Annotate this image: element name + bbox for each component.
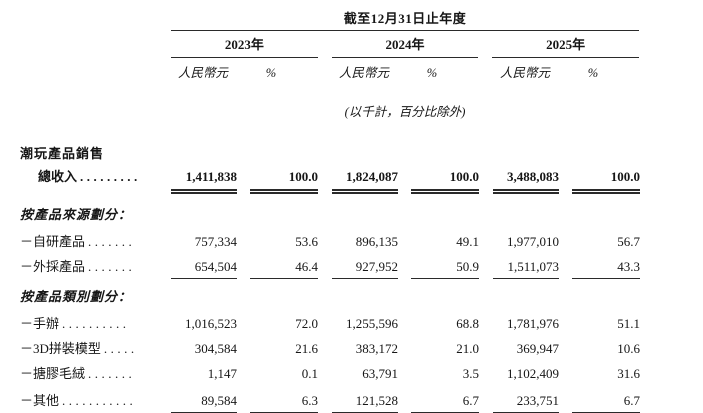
period-header: 截至12月31日止年度 [343, 11, 467, 26]
row-label-text: －其他 [20, 393, 60, 408]
table-row-3d-models: －3D拼裝模型..... 304,584 21.6 383,172 21.0 3… [20, 341, 703, 357]
cell-2023-pct: 21.6 [295, 341, 318, 356]
dot-leader: ..... [103, 341, 138, 356]
dot-leader: ......... [80, 169, 141, 184]
cell-2024-rmb: 1,255,596 [346, 316, 398, 331]
cell-2025-pct: 56.7 [617, 234, 640, 249]
cell-2025-rmb: 1,511,073 [493, 259, 559, 279]
cell-2024-pct: 21.0 [456, 341, 479, 356]
cell-2024-pct: 100.0 [411, 169, 479, 194]
cell-2025-rmb: 1,977,010 [507, 234, 559, 249]
percent-label-2023: % [265, 66, 277, 80]
unit-group-2024: 人民幣元 % [332, 65, 479, 81]
cell-2024-pct: 6.7 [411, 393, 479, 413]
dot-leader: ....... [88, 259, 136, 274]
row-label: －自研產品....... [20, 234, 171, 250]
year-header-2025: 2025年 [492, 31, 640, 58]
row-label-text: －自研產品 [20, 234, 86, 249]
currency-label-2025: 人民幣元 [500, 66, 551, 80]
unit-header-row: 人民幣元 % 人民幣元 % 人民幣元 % [171, 58, 639, 81]
cell-2025-pct: 100.0 [572, 169, 640, 194]
section-label: 按產品類別劃分： [20, 289, 133, 304]
dot-leader: .......... [62, 316, 130, 331]
cell-2023-rmb: 89,584 [171, 393, 237, 413]
table-row-self-developed: －自研產品....... 757,334 53.6 896,135 49.1 1… [20, 234, 703, 250]
cell-2024-pct: 49.1 [456, 234, 479, 249]
cell-2024-rmb: 927,952 [332, 259, 398, 279]
table-row-total-revenue: 總收入......... 1,411,838 100.0 1,824,087 1… [20, 169, 703, 194]
cell-2023-pct: 72.0 [295, 316, 318, 331]
cell-2024-pct: 50.9 [411, 259, 479, 279]
row-label-text: －3D拼裝模型 [20, 341, 101, 356]
cell-2024-rmb: 121,528 [332, 393, 398, 413]
cell-2025-pct: 31.6 [617, 366, 640, 381]
row-label-text: －搪膠毛絨 [20, 366, 86, 381]
cell-2024-rmb: 63,791 [362, 366, 398, 381]
year-header-2024: 2024年 [331, 31, 479, 58]
cell-2023-pct: 100.0 [250, 169, 318, 194]
cell-2023-pct: 46.4 [250, 259, 318, 279]
cell-2024-pct: 3.5 [462, 366, 479, 381]
year-header-2023: 2023年 [171, 31, 318, 58]
percent-label-2025: % [587, 66, 599, 80]
row-label: －外採產品....... [20, 259, 171, 275]
row-label: －搪膠毛絨....... [20, 366, 171, 382]
row-label: －其他........... [20, 393, 171, 409]
row-label-text: －外採產品 [20, 259, 86, 274]
cell-2023-rmb: 757,334 [194, 234, 237, 249]
cell-2025-rmb: 369,947 [516, 341, 559, 356]
cell-2023-rmb: 654,504 [171, 259, 237, 279]
cell-2025-rmb: 233,751 [493, 393, 559, 413]
table-row-externally-sourced: －外採產品....... 654,504 46.4 927,952 50.9 1… [20, 259, 703, 279]
table-row-figures: －手辦.......... 1,016,523 72.0 1,255,596 6… [20, 316, 703, 332]
cell-2023-rmb: 304,584 [194, 341, 237, 356]
row-label: －手辦.......... [20, 316, 171, 332]
cell-2023-rmb: 1,411,838 [171, 169, 237, 194]
dot-leader: ....... [88, 234, 136, 249]
cell-2025-rmb: 1,102,409 [507, 366, 559, 381]
cell-2025-pct: 43.3 [572, 259, 640, 279]
cell-2025-rmb: 3,488,083 [493, 169, 559, 194]
cell-2024-rmb: 896,135 [355, 234, 398, 249]
cell-2025-pct: 51.1 [617, 316, 640, 331]
section-row-by-category: 按產品類別劃分： [20, 289, 703, 305]
row-label-text: －手辦 [20, 316, 60, 331]
cell-2023-rmb: 1,147 [207, 366, 237, 381]
row-label: 總收入......... [20, 169, 171, 185]
year-header-row: 2023年 2024年 2025年 [171, 31, 640, 58]
cell-2023-pct: 53.6 [295, 234, 318, 249]
section-label: 按產品來源劃分： [20, 207, 133, 222]
cell-2025-pct: 6.7 [572, 393, 640, 413]
unit-group-2023: 人民幣元 % [171, 65, 318, 81]
row-label-text: 總收入 [38, 169, 78, 184]
cell-2023-pct: 6.3 [250, 393, 318, 413]
cell-2023-pct: 0.1 [301, 366, 318, 381]
dot-leader: ........... [62, 393, 137, 408]
dot-leader: ....... [88, 366, 136, 381]
section-title: 潮玩產品銷售 [20, 146, 105, 161]
unit-group-2025: 人民幣元 % [493, 65, 640, 81]
table-row-others: －其他........... 89,584 6.3 121,528 6.7 23… [20, 393, 703, 413]
currency-label-2024: 人民幣元 [339, 66, 390, 80]
cell-2025-pct: 10.6 [617, 341, 640, 356]
row-label: －3D拼裝模型..... [20, 341, 171, 357]
cell-2024-rmb: 1,824,087 [332, 169, 398, 194]
cell-2024-pct: 68.8 [456, 316, 479, 331]
section-row-by-source: 按產品來源劃分： [20, 207, 703, 223]
header-top-rule [171, 30, 639, 31]
table-row-vinyl-plush: －搪膠毛絨....... 1,147 0.1 63,791 3.5 1,102,… [20, 366, 703, 382]
percent-label-2024: % [426, 66, 438, 80]
currency-label-2023: 人民幣元 [178, 66, 229, 80]
cell-2023-rmb: 1,016,523 [185, 316, 237, 331]
units-note: (以千計，百分比除外) [344, 105, 466, 119]
cell-2024-rmb: 383,172 [355, 341, 398, 356]
cell-2025-rmb: 1,781,976 [507, 316, 559, 331]
